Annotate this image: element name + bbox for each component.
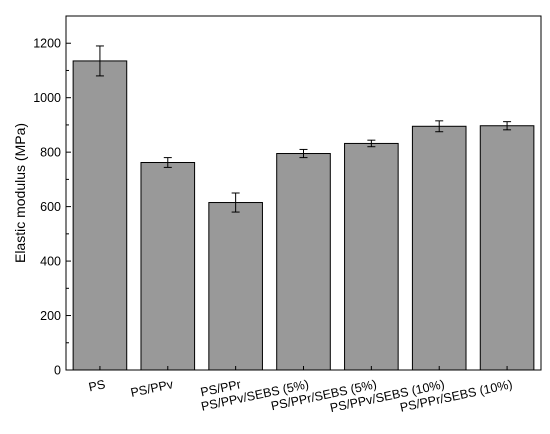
y-tick-label: 1000 (33, 91, 61, 105)
y-tick-label: 1200 (33, 37, 61, 51)
plot-frame (65, 15, 542, 371)
error-bars (95, 45, 512, 213)
y-tick-label: 0 (54, 364, 61, 378)
bars (72, 60, 535, 371)
bar (72, 60, 128, 371)
x-tick-label: PS/PPv (129, 377, 175, 400)
y-tick-label: 800 (40, 146, 61, 160)
y-axis-ticks: 0 200 400 600 800 1000 1200 (33, 37, 71, 378)
x-tick-label: PS (87, 377, 106, 394)
y-tick-label: 200 (40, 309, 61, 323)
y-tick-label: 600 (40, 200, 61, 214)
bar (140, 162, 196, 371)
bar (208, 202, 263, 371)
bar (411, 125, 467, 371)
y-tick-label: 400 (40, 255, 61, 269)
bar (276, 153, 331, 371)
bar (344, 142, 399, 371)
y-axis-title: Elastic modulus (MPa) (12, 123, 28, 263)
bar (479, 125, 535, 371)
